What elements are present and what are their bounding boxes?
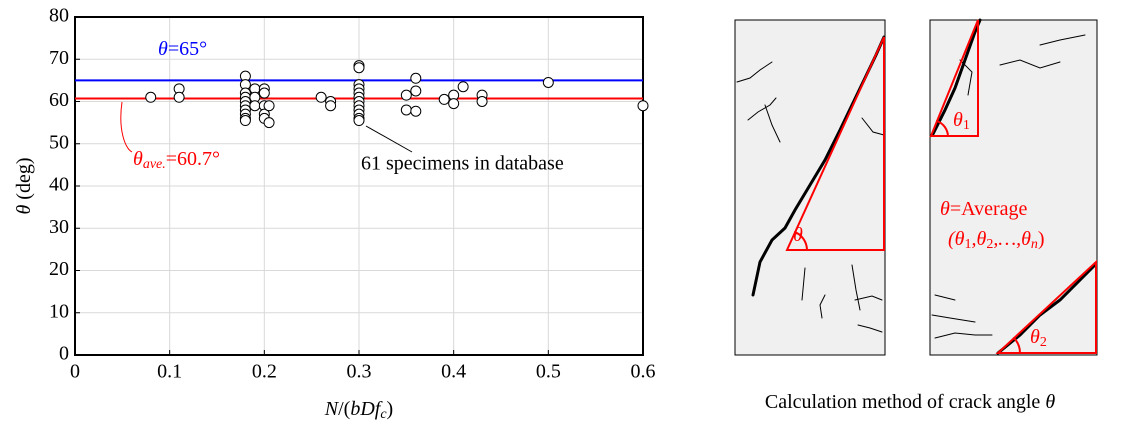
- panel: [929, 19, 1098, 356]
- angle-symbol: θ: [953, 109, 963, 131]
- cracks: [736, 34, 1086, 339]
- x-axis-label: N/(bDfc): [324, 398, 393, 423]
- x-tick-label: 0.4: [441, 361, 466, 383]
- text: ,…,θ: [993, 228, 1031, 250]
- data-point: [239, 115, 251, 127]
- label-part: (deg): [13, 157, 35, 204]
- data-point: [263, 100, 275, 112]
- data-point: [400, 89, 412, 101]
- text: Calculation method of crack angle: [765, 391, 1045, 413]
- text: θ: [1045, 391, 1055, 413]
- subscript: n: [1031, 237, 1038, 252]
- label-part: θ: [133, 148, 143, 170]
- data-point: [400, 104, 412, 116]
- label-part: =60.7°: [166, 148, 220, 170]
- data-point: [438, 93, 450, 105]
- label-part: ): [387, 398, 394, 420]
- y-tick-label: 10: [49, 300, 69, 322]
- subscript: 2: [986, 237, 993, 252]
- data-point: [542, 76, 554, 88]
- subscript: 1: [963, 118, 970, 133]
- data-point: [315, 91, 327, 103]
- data-point: [353, 115, 365, 127]
- main-crack: [996, 262, 1098, 355]
- y-tick-label: 20: [49, 258, 69, 280]
- subscript: 1: [964, 237, 971, 252]
- x-tick-label: 0.1: [157, 361, 182, 383]
- angle-label: θ2: [1030, 326, 1047, 351]
- label-part: ave.: [143, 157, 166, 172]
- data-point: [637, 100, 649, 112]
- angle-label: θ: [793, 224, 803, 246]
- data-point: [258, 87, 270, 99]
- y-axis-label: θ (deg): [13, 157, 35, 214]
- data-point: [457, 81, 469, 93]
- angle-symbol: θ: [793, 224, 803, 246]
- y-tick-label: 0: [59, 343, 69, 365]
- plot-frame: [74, 16, 644, 356]
- y-tick-label: 60: [49, 89, 69, 111]
- diagram: θ θ1 θ2 θ=Average (θ1,θ2,…,θn) Calculati…: [734, 18, 1098, 413]
- label-part: N: [324, 398, 340, 420]
- leader: [120, 101, 133, 153]
- y-tick-label: 40: [49, 174, 69, 196]
- data-point: [476, 96, 488, 107]
- subscript: 2: [1040, 335, 1047, 350]
- data-point: [263, 117, 275, 129]
- text: (θ: [948, 228, 965, 250]
- average-label: θ=Average: [940, 198, 1027, 220]
- annotation-leader: [365, 125, 413, 153]
- average-args: (θ1,θ2,…,θn): [948, 228, 1045, 253]
- data-point: [325, 100, 337, 112]
- label-part: θ: [13, 205, 35, 215]
- main-crack: [931, 18, 982, 136]
- x-tick-label: 0.5: [536, 361, 561, 383]
- data-point: [249, 100, 261, 112]
- label-part: /(: [338, 398, 351, 420]
- y-tick-label: 30: [49, 216, 69, 238]
- data-point: [353, 62, 365, 74]
- angle-label: θ1: [953, 109, 970, 134]
- label-part: =65°: [168, 38, 207, 60]
- data-point: [410, 85, 422, 97]
- reference-label: θave.=60.7°: [133, 148, 220, 173]
- x-tick-label: 0.2: [252, 361, 277, 383]
- text: =Average: [950, 198, 1028, 220]
- x-tick-label: 0.3: [347, 361, 372, 383]
- data-point: [173, 91, 185, 103]
- data-point: [410, 105, 422, 117]
- label-part: θ: [158, 38, 168, 60]
- reference-label: θ=65°: [158, 38, 207, 60]
- y-tick-label: 80: [49, 5, 69, 27]
- y-tick-label: 50: [49, 131, 69, 153]
- y-tick-label: 70: [49, 47, 69, 69]
- text: ): [1038, 228, 1045, 250]
- data-point: [448, 98, 460, 110]
- data-point: [145, 91, 157, 103]
- text: ,θ: [971, 228, 986, 250]
- caption: Calculation method of crack angle θ: [765, 391, 1055, 413]
- x-tick-label: 0: [70, 361, 80, 383]
- angle-symbol: θ: [940, 198, 950, 220]
- annotation: 61 specimens in database: [361, 153, 564, 175]
- label-part: c: [380, 407, 387, 422]
- x-tick-label: 0.6: [631, 361, 656, 383]
- angle-triangles: [785, 19, 1097, 354]
- label-part: bDf: [350, 398, 382, 420]
- data-point: [410, 72, 422, 84]
- angle-symbol: θ: [1030, 326, 1040, 348]
